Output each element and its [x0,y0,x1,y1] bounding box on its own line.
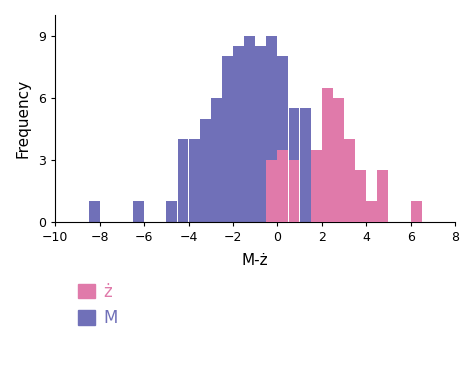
Bar [233,46,244,222]
X-axis label: M-ż: M-ż [242,253,268,268]
Bar [333,98,344,222]
Bar [277,57,288,222]
Bar [89,201,100,222]
Bar [410,201,421,222]
Bar [311,150,322,222]
Bar [222,57,233,222]
Bar [289,160,300,222]
Bar [266,36,277,222]
Bar [322,160,333,222]
Bar [166,201,177,222]
Bar [200,119,210,222]
Bar [311,160,322,222]
Bar [355,170,366,222]
Bar [266,160,277,222]
Bar [133,201,144,222]
Bar [333,201,344,222]
Bar [277,150,288,222]
Legend: ż, M: ż, M [72,276,124,334]
Bar [322,88,333,222]
Bar [211,98,222,222]
Bar [178,139,189,222]
Bar [189,139,200,222]
Bar [344,139,355,222]
Bar [255,46,266,222]
Bar [377,170,388,222]
Bar [289,108,300,222]
Bar [366,201,377,222]
Bar [300,108,310,222]
Bar [244,36,255,222]
Y-axis label: Frequency: Frequency [15,79,30,158]
